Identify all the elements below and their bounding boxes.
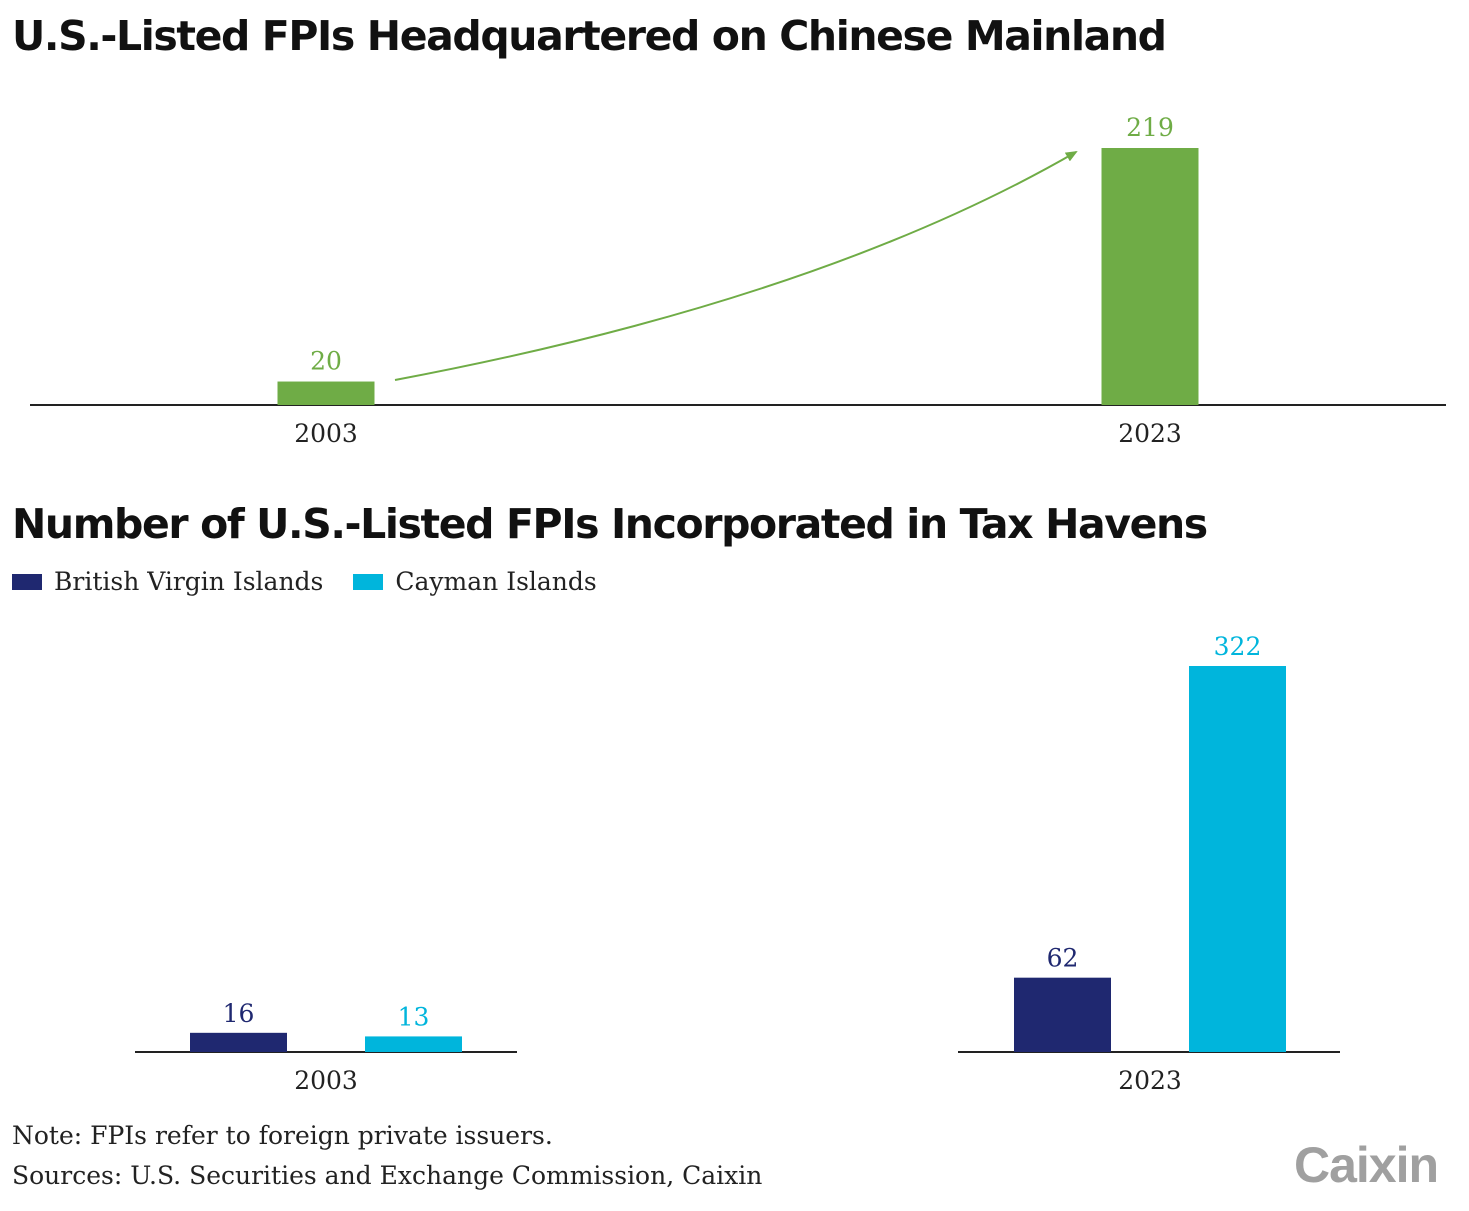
chart2-legend: British Virgin Islands Cayman Islands — [12, 567, 627, 596]
x-tick-label-2023: 2023 — [1118, 419, 1182, 448]
chart2-x-tick-label-2003: 2003 — [294, 1066, 358, 1095]
bar-cayman-2003 — [365, 1036, 462, 1052]
bar-bvi-2003 — [190, 1032, 287, 1052]
bar-2023 — [1101, 148, 1199, 405]
footnote: Note: FPIs refer to foreign private issu… — [12, 1121, 553, 1150]
growth-arrow — [394, 150, 1078, 381]
legend-item-bvi: British Virgin Islands — [12, 567, 323, 596]
legend-label-bvi: British Virgin Islands — [54, 567, 324, 596]
chart2-x-tick-label-2023: 2023 — [1118, 1066, 1182, 1095]
data-label-2023: 219 — [1126, 113, 1174, 142]
chart2-title: Number of U.S.-Listed FPIs Incorporated … — [12, 500, 1208, 548]
data-label-bvi-2023: 62 — [1047, 944, 1079, 973]
x-tick-label-2003: 2003 — [294, 419, 358, 448]
legend-swatch-bvi — [12, 573, 42, 590]
bar-cayman-2023 — [1189, 666, 1286, 1052]
caixin-logo: Caixin — [1294, 1137, 1439, 1193]
data-label-bvi-2003: 16 — [223, 999, 255, 1028]
data-label-cayman-2003: 13 — [398, 1002, 430, 1031]
chart1-plot: 20 2003 219 2023 — [30, 113, 1446, 448]
data-label-cayman-2023: 322 — [1214, 632, 1262, 661]
legend-item-cayman: Cayman Islands — [353, 567, 597, 596]
bar-2003 — [277, 381, 375, 405]
chart1-title: U.S.-Listed FPIs Headquartered on Chines… — [12, 12, 1167, 60]
legend-label-cayman: Cayman Islands — [395, 567, 597, 596]
chart2-plot: 16 13 2003 62 322 2023 — [135, 632, 1340, 1095]
sources-text: Sources: U.S. Securities and Exchange Co… — [12, 1161, 763, 1190]
bar-bvi-2023 — [1014, 977, 1111, 1052]
legend-swatch-cayman — [353, 573, 384, 590]
data-label-2003: 20 — [310, 347, 342, 376]
